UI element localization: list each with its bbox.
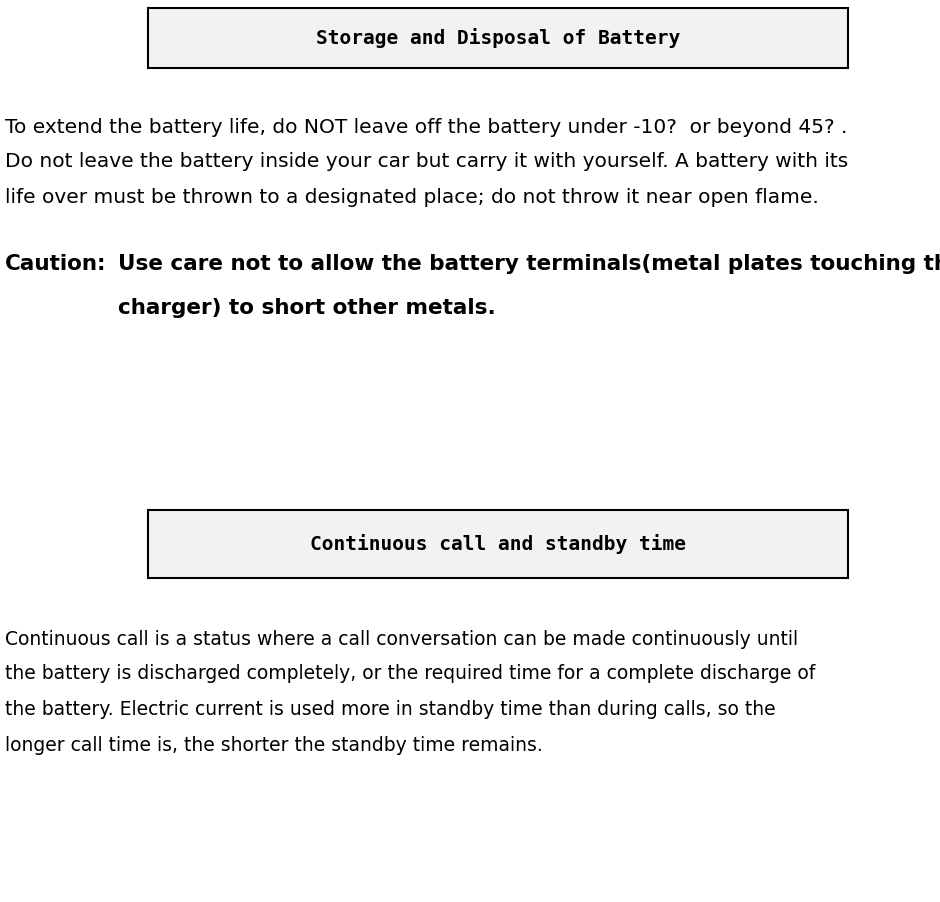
Text: Continuous call is a status where a call conversation can be made continuously u: Continuous call is a status where a call…	[5, 630, 798, 649]
Text: Use care not to allow the battery terminals(metal plates touching the: Use care not to allow the battery termin…	[118, 254, 940, 274]
Text: Storage and Disposal of Battery: Storage and Disposal of Battery	[316, 28, 681, 48]
FancyBboxPatch shape	[148, 510, 848, 578]
Text: Do not leave the battery inside your car but carry it with yourself. A battery w: Do not leave the battery inside your car…	[5, 152, 848, 171]
Text: the battery is discharged completely, or the required time for a complete discha: the battery is discharged completely, or…	[5, 664, 815, 683]
Text: Caution:: Caution:	[5, 254, 106, 274]
Text: Continuous call and standby time: Continuous call and standby time	[310, 534, 686, 554]
Text: To extend the battery life, do NOT leave off the battery under -10?  or beyond 4: To extend the battery life, do NOT leave…	[5, 118, 847, 137]
Text: charger) to short other metals.: charger) to short other metals.	[118, 298, 495, 318]
Text: the battery. Electric current is used more in standby time than during calls, so: the battery. Electric current is used mo…	[5, 700, 776, 719]
FancyBboxPatch shape	[148, 8, 848, 68]
Text: life over must be thrown to a designated place; do not throw it near open flame.: life over must be thrown to a designated…	[5, 188, 819, 207]
Text: longer call time is, the shorter the standby time remains.: longer call time is, the shorter the sta…	[5, 736, 542, 755]
